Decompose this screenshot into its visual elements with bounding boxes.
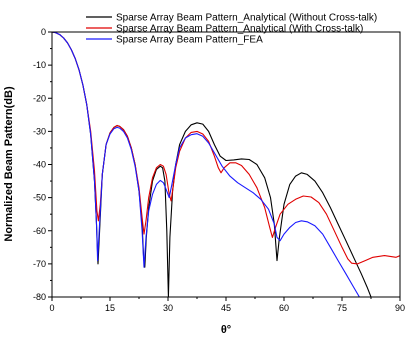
legend-label-2: Sparse Array Beam Pattern_Analytical (Wi… <box>116 24 363 35</box>
legend-label-1: Sparse Array Beam Pattern_Analytical (Wi… <box>116 13 377 24</box>
y-tick-label: -40 <box>33 160 46 170</box>
y-tick-label: -60 <box>33 226 46 236</box>
y-tick-label: -70 <box>33 259 46 269</box>
y-axis-title: Normalized Beam Pattern(dB) <box>3 86 15 242</box>
x-tick-label: 60 <box>279 303 289 313</box>
y-tick-label: -50 <box>33 193 46 203</box>
x-tick-label: 75 <box>337 303 347 313</box>
legend-label-3: Sparse Array Beam Pattern_FEA <box>116 35 263 46</box>
series-line-3 <box>52 32 360 297</box>
y-tick-label: -20 <box>33 93 46 103</box>
x-tick-label: 30 <box>163 303 173 313</box>
series-line-1 <box>52 32 372 297</box>
y-tick-label: 0 <box>41 27 46 37</box>
y-tick-label: -10 <box>33 60 46 70</box>
y-tick-label: -80 <box>33 292 46 302</box>
series-layer <box>52 32 400 297</box>
x-axis-title: θ° <box>221 324 231 336</box>
x-tick-label: 90 <box>395 303 405 313</box>
y-tick-label: -30 <box>33 126 46 136</box>
x-tick-label: 45 <box>221 303 231 313</box>
x-tick-label: 15 <box>105 303 115 313</box>
x-tick-label: 0 <box>49 303 54 313</box>
legend: Sparse Array Beam Pattern_Analytical (Wi… <box>86 13 377 46</box>
axis-ticks: 0 15 30 45 60 75 90 0 -10 -20 -30 -40 -50 -60 -70 -80 <box>33 27 405 313</box>
plot-frame <box>51 31 401 298</box>
series-line-2 <box>52 32 400 265</box>
